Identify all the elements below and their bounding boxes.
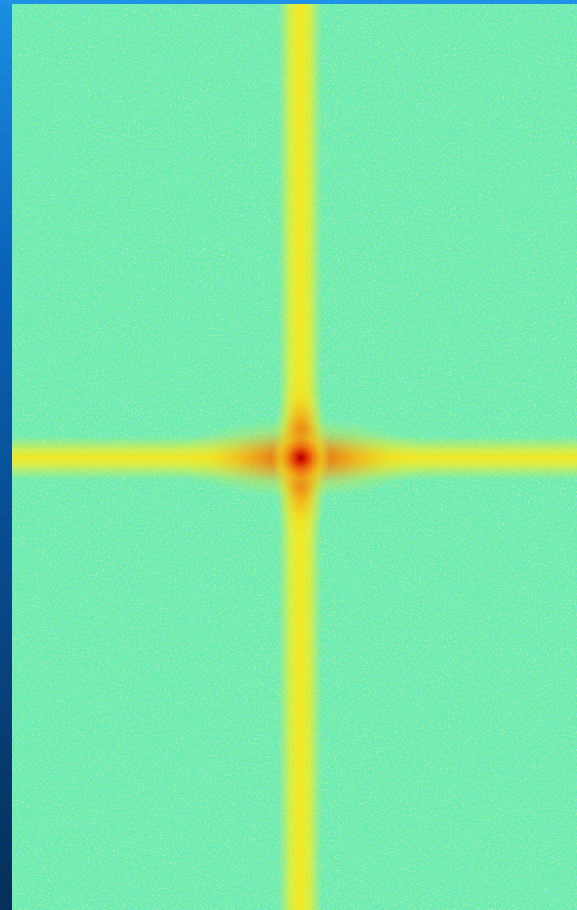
side-strip bbox=[0, 0, 12, 910]
center-peak bbox=[271, 428, 331, 488]
top-strip bbox=[0, 0, 577, 4]
